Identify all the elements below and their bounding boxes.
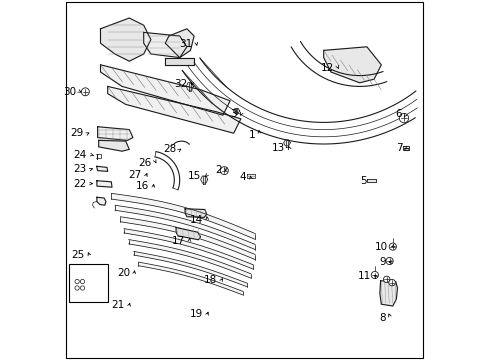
Circle shape xyxy=(81,88,89,96)
Text: 20: 20 xyxy=(117,267,130,278)
Text: 22: 22 xyxy=(73,179,87,189)
Polygon shape xyxy=(101,65,230,115)
Text: 28: 28 xyxy=(163,144,176,154)
Text: 10: 10 xyxy=(374,242,387,252)
Polygon shape xyxy=(233,108,239,113)
Text: 21: 21 xyxy=(111,300,125,310)
Text: 15: 15 xyxy=(188,171,201,181)
Polygon shape xyxy=(283,140,290,146)
Text: 8: 8 xyxy=(379,312,385,323)
Text: 9: 9 xyxy=(378,257,385,267)
Text: 23: 23 xyxy=(73,164,87,174)
Text: 16: 16 xyxy=(136,181,149,191)
Polygon shape xyxy=(97,197,106,205)
Text: 7: 7 xyxy=(395,143,402,153)
Polygon shape xyxy=(143,32,186,58)
Text: 27: 27 xyxy=(128,170,142,180)
Circle shape xyxy=(220,167,228,175)
Polygon shape xyxy=(99,140,129,151)
Polygon shape xyxy=(72,268,94,298)
Circle shape xyxy=(75,293,81,300)
Circle shape xyxy=(383,276,389,283)
Polygon shape xyxy=(176,228,200,240)
Text: 26: 26 xyxy=(138,158,151,168)
Circle shape xyxy=(75,286,79,290)
Polygon shape xyxy=(247,174,255,178)
Polygon shape xyxy=(96,284,103,297)
Polygon shape xyxy=(379,281,397,306)
Text: 31: 31 xyxy=(179,39,192,49)
Circle shape xyxy=(388,279,394,286)
Polygon shape xyxy=(97,166,107,171)
Polygon shape xyxy=(97,181,112,187)
Text: 29: 29 xyxy=(71,128,84,138)
Polygon shape xyxy=(165,58,194,65)
Polygon shape xyxy=(404,148,407,150)
Polygon shape xyxy=(200,176,207,183)
Text: 3: 3 xyxy=(229,109,236,120)
Text: 12: 12 xyxy=(320,63,333,73)
Polygon shape xyxy=(107,86,241,133)
Text: 19: 19 xyxy=(189,309,203,319)
Text: 13: 13 xyxy=(271,143,284,153)
Circle shape xyxy=(75,279,79,284)
Circle shape xyxy=(399,113,408,123)
Circle shape xyxy=(80,279,84,284)
Polygon shape xyxy=(98,127,133,140)
Text: 32: 32 xyxy=(174,78,187,89)
Text: 18: 18 xyxy=(204,275,217,285)
Bar xyxy=(69,264,107,302)
Text: 25: 25 xyxy=(71,249,84,260)
Text: 4: 4 xyxy=(239,172,246,182)
Polygon shape xyxy=(366,179,375,182)
Circle shape xyxy=(388,243,396,250)
Polygon shape xyxy=(101,18,151,61)
Text: 6: 6 xyxy=(394,109,401,120)
Text: 14: 14 xyxy=(189,215,203,225)
Text: 5: 5 xyxy=(360,176,366,186)
Text: 2: 2 xyxy=(214,165,221,175)
Text: 24: 24 xyxy=(73,150,87,160)
Text: 1: 1 xyxy=(248,130,255,140)
Polygon shape xyxy=(165,29,194,58)
Polygon shape xyxy=(185,209,206,217)
Polygon shape xyxy=(186,83,193,90)
Circle shape xyxy=(385,257,392,265)
Text: 17: 17 xyxy=(171,236,185,246)
Polygon shape xyxy=(402,146,408,150)
Text: 30: 30 xyxy=(63,87,76,97)
Circle shape xyxy=(370,271,378,279)
Polygon shape xyxy=(323,47,381,83)
Circle shape xyxy=(80,286,84,290)
Text: 11: 11 xyxy=(357,271,370,282)
